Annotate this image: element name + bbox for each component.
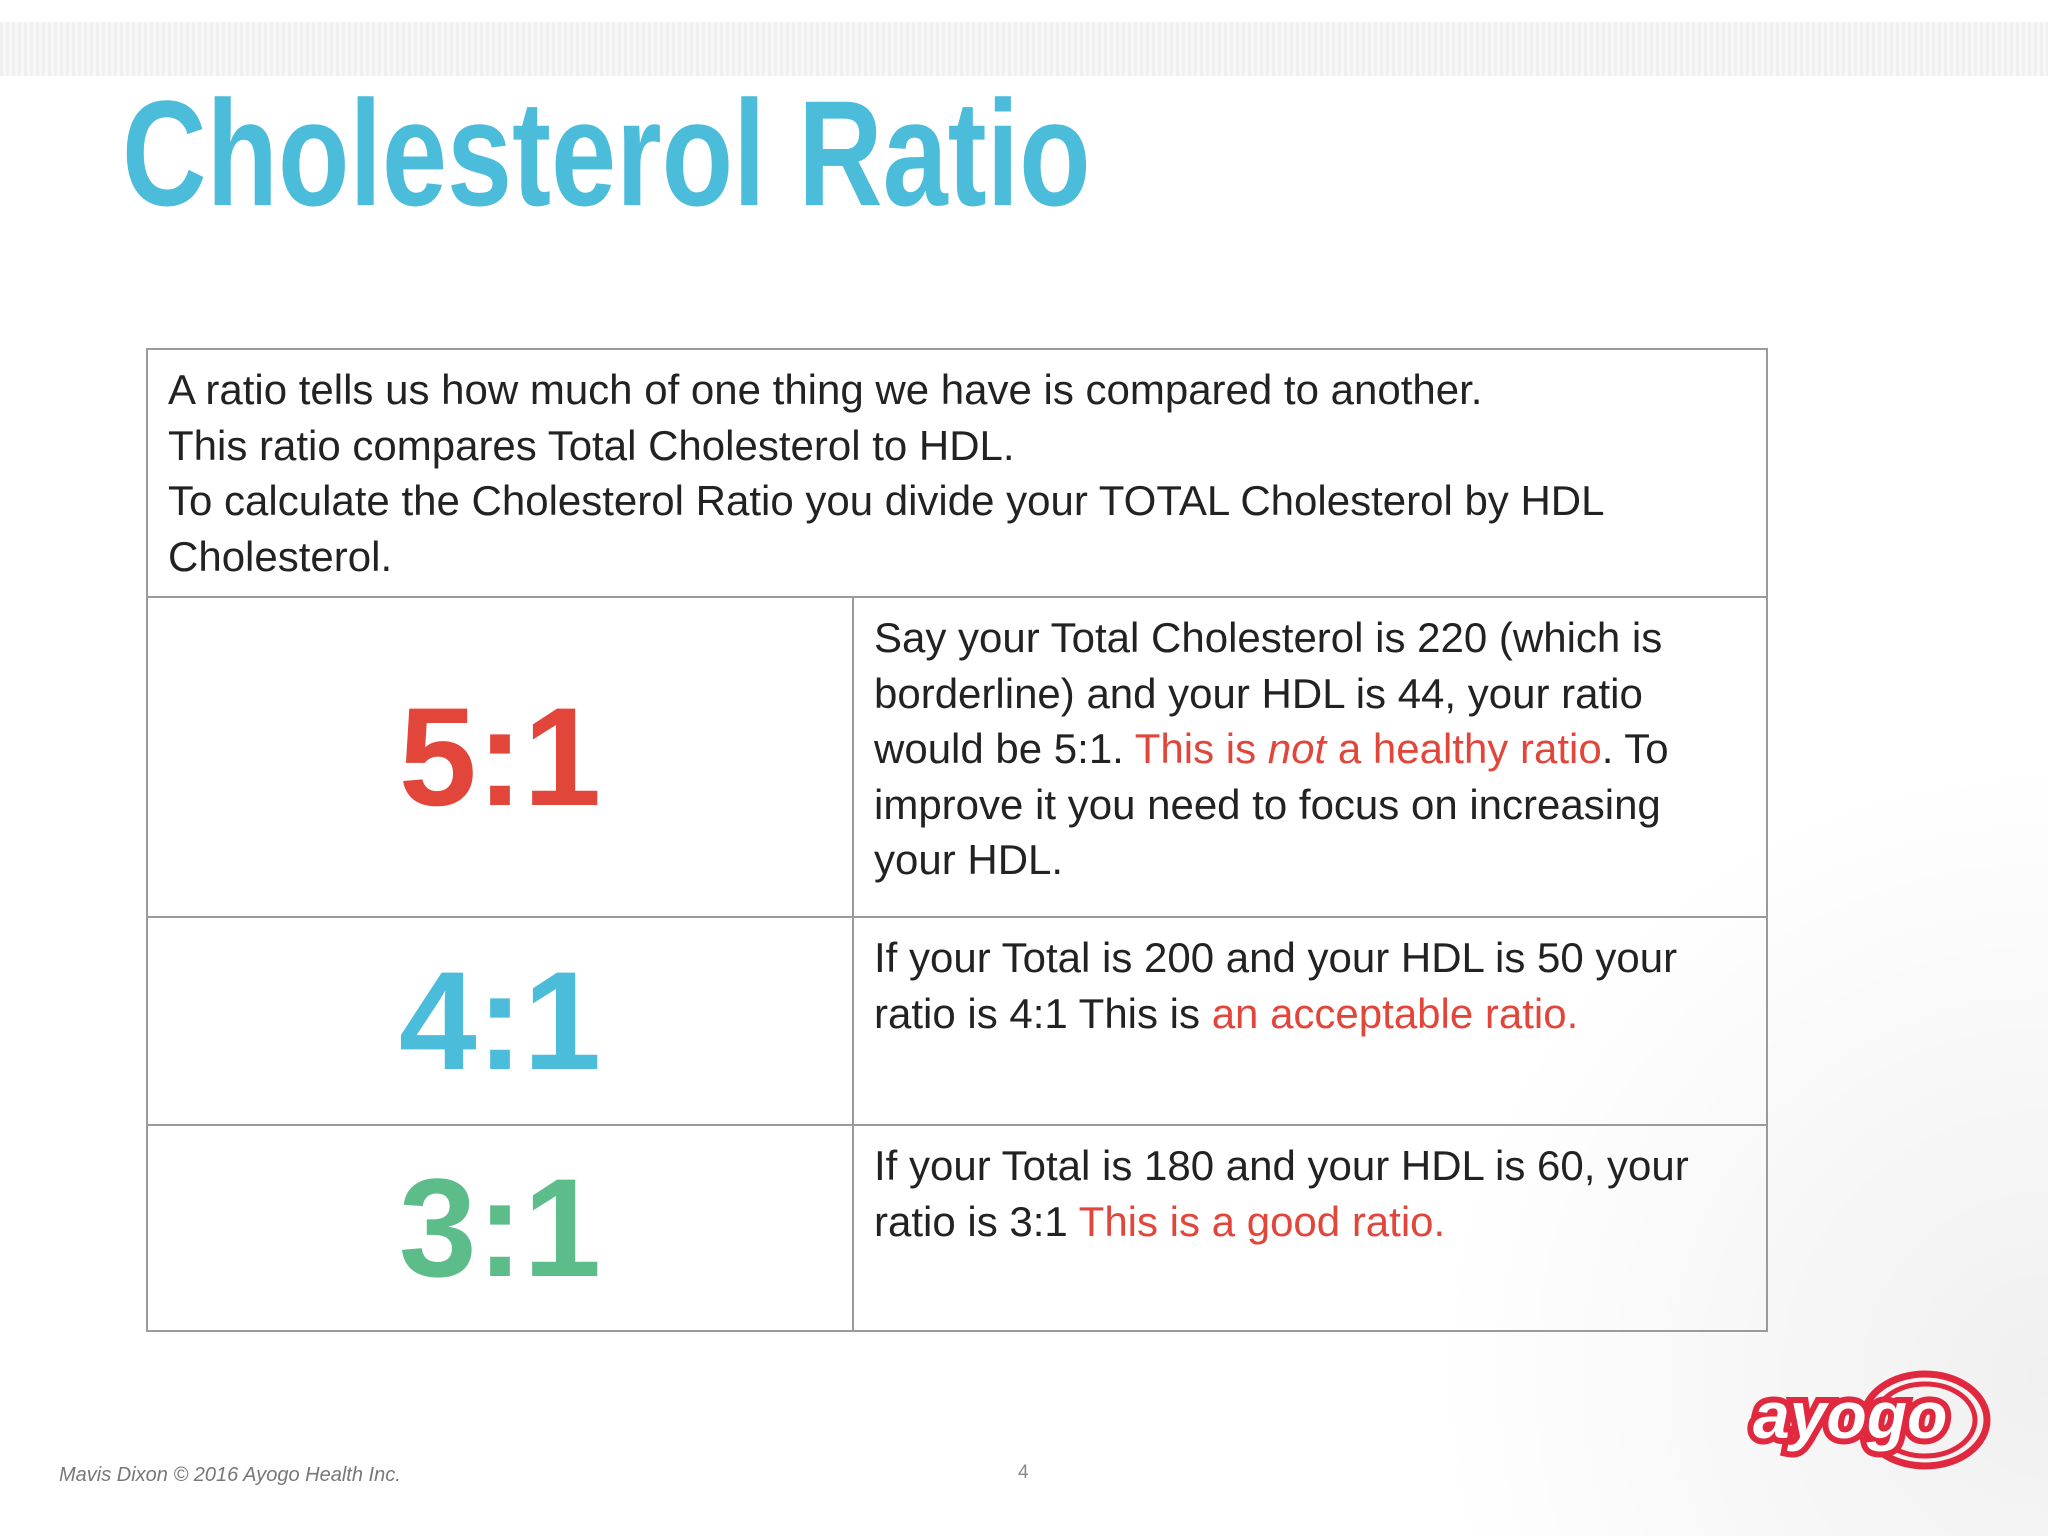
text-segment: a healthy ratio bbox=[1326, 725, 1602, 772]
text-segment: not bbox=[1267, 725, 1327, 772]
text-segment: This is bbox=[1134, 725, 1268, 772]
intro-line: This ratio compares Total Cholesterol to… bbox=[168, 421, 1015, 469]
ratio-value: 3:1 bbox=[398, 1149, 602, 1306]
explanation-cell: If your Total is 200 and your HDL is 50 … bbox=[852, 916, 1768, 1126]
explanation-cell: Say your Total Cholesterol is 220 (which… bbox=[852, 596, 1768, 918]
explanation-cell: If your Total is 180 and your HDL is 60,… bbox=[852, 1124, 1768, 1332]
text-segment: If your Total is 200 and your HDL is 50 … bbox=[874, 934, 1678, 1037]
ratio-cell: 3:1 bbox=[146, 1124, 854, 1332]
ratio-cell: 5:1 bbox=[146, 596, 854, 918]
header-stripe bbox=[0, 0, 2048, 76]
intro-line: A ratio tells us how much of one thing w… bbox=[168, 366, 1483, 413]
footer-credit: Mavis Dixon © 2016 Ayogo Health Inc. bbox=[59, 1464, 401, 1486]
ratio-value: 5:1 bbox=[398, 678, 602, 835]
logo-ring bbox=[1872, 1381, 1978, 1459]
text-segment: This is a good ratio. bbox=[1078, 1197, 1446, 1245]
intro-line: To calculate the Cholesterol Ratio you d… bbox=[168, 477, 1603, 580]
ratio-row: 3:1 If your Total is 180 and your HDL is … bbox=[146, 1124, 1768, 1332]
ratio-row: 4:1 If your Total is 200 and your HDL is … bbox=[146, 916, 1768, 1126]
ratio-value: 4:1 bbox=[398, 942, 602, 1099]
logo-ring bbox=[1859, 1370, 1991, 1470]
logo: ayogo bbox=[1747, 1370, 1991, 1470]
intro-row: A ratio tells us how much of one thing w… bbox=[146, 348, 1768, 598]
logo-text: ayogo bbox=[1753, 1378, 1947, 1452]
text-segment: If your Total is 180 and your HDL is 60,… bbox=[874, 1142, 1689, 1245]
text-segment: Say your Total Cholesterol is 220 (which… bbox=[874, 614, 1663, 772]
ratio-table: A ratio tells us how much of one thing w… bbox=[146, 348, 1768, 1332]
page-number: 4 bbox=[1018, 1462, 1029, 1483]
slide-title: Cholesterol Ratio bbox=[122, 69, 1091, 237]
text-segment: . To improve it you need to focus on inc… bbox=[874, 725, 1669, 883]
text-segment: an acceptable ratio. bbox=[1211, 989, 1579, 1037]
intro-cell: A ratio tells us how much of one thing w… bbox=[146, 348, 1768, 598]
ratio-row: 5:1 Say your Total Cholesterol is 220 (wh… bbox=[146, 596, 1768, 918]
ratio-cell: 4:1 bbox=[146, 916, 854, 1126]
